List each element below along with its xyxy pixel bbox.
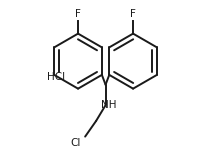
Text: F: F: [75, 9, 81, 19]
Text: HCl: HCl: [47, 72, 65, 82]
Text: Cl: Cl: [71, 138, 81, 148]
Text: F: F: [130, 9, 136, 19]
Text: NH: NH: [101, 100, 117, 110]
